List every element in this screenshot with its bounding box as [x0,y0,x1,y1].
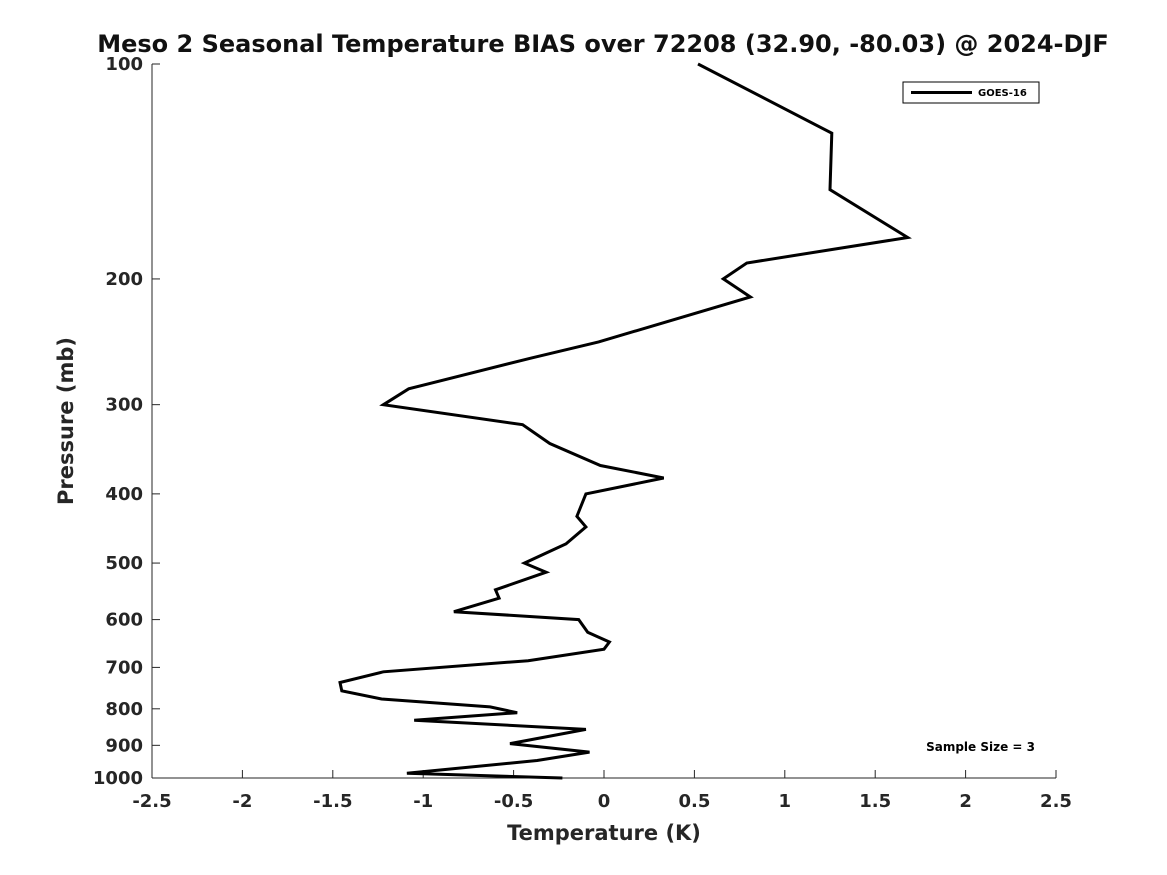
axes [151,64,1056,779]
sample-size-annotation: Sample Size = 3 [926,740,1035,754]
chart-title: Meso 2 Seasonal Temperature BIAS over 72… [97,30,1109,58]
y-tick-label: 900 [105,735,143,756]
legend-entry-goes-16: GOES-16 [978,88,1027,99]
series-line-goes-16 [338,62,912,780]
x-tick-label: 2 [959,791,972,812]
x-tick-label: -2 [232,791,252,812]
y-tick-label: 300 [105,395,143,416]
y-axis-ticks: 100 200 300 400 500 600 700 800 900 1000 [93,54,160,789]
y-tick-label: 700 [105,657,143,678]
y-axis-label: Pressure (mb) [54,337,78,505]
x-tick-label: 0.5 [678,791,710,812]
y-tick-label: 600 [105,610,143,631]
x-tick-label: 2.5 [1040,791,1072,812]
x-axis-label: Temperature (K) [507,821,701,845]
y-tick-label: 1000 [93,768,143,789]
x-tick-label: 1 [779,791,792,812]
x-tick-label: 0 [598,791,611,812]
y-tick-label: 800 [105,699,143,720]
x-axis-ticks: -2.5 -2 -1.5 -1 -0.5 0 0.5 1 1.5 2 2.5 [132,770,1072,812]
y-tick-label: 500 [105,553,143,574]
x-tick-label: -0.5 [494,791,533,812]
x-tick-label: -2.5 [132,791,171,812]
y-tick-label: 100 [105,54,143,75]
x-tick-label: -1.5 [313,791,352,812]
y-tick-label: 200 [105,269,143,290]
x-tick-label: -1 [413,791,433,812]
plot-series [338,62,912,780]
y-tick-label: 400 [105,484,143,505]
legend: GOES-16 [902,81,1040,104]
x-tick-label: 1.5 [859,791,891,812]
